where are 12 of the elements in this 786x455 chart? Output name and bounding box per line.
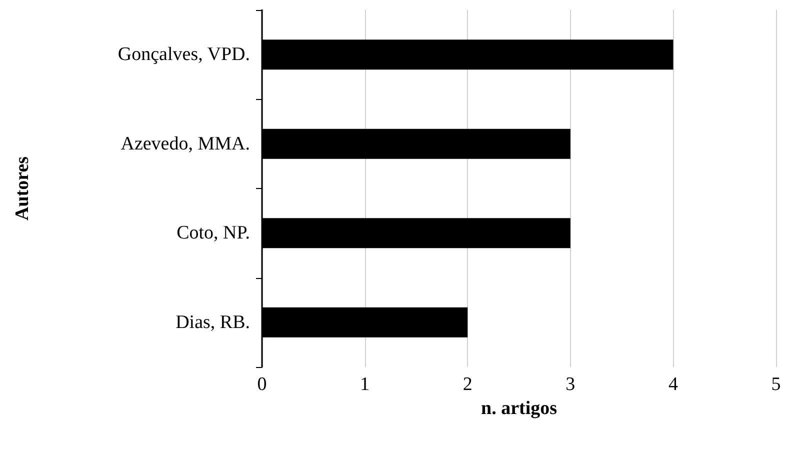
y-tick-label: Azevedo, MMA. bbox=[120, 133, 250, 154]
x-tick-label: 1 bbox=[360, 374, 370, 395]
x-tick-label: 4 bbox=[668, 374, 678, 395]
x-tick-label: 3 bbox=[566, 374, 576, 395]
x-tick-label: 0 bbox=[257, 374, 267, 395]
x-tick-label: 5 bbox=[771, 374, 781, 395]
x-axis-title: n. artigos bbox=[481, 398, 557, 419]
y-axis-title: Autores bbox=[12, 156, 33, 221]
y-tick-label: Dias, RB. bbox=[176, 312, 250, 333]
x-tick-label: 2 bbox=[462, 374, 472, 395]
y-tick-label: Coto, NP. bbox=[176, 222, 250, 244]
y-tick-label: Gonçalves, VPD. bbox=[118, 44, 250, 66]
